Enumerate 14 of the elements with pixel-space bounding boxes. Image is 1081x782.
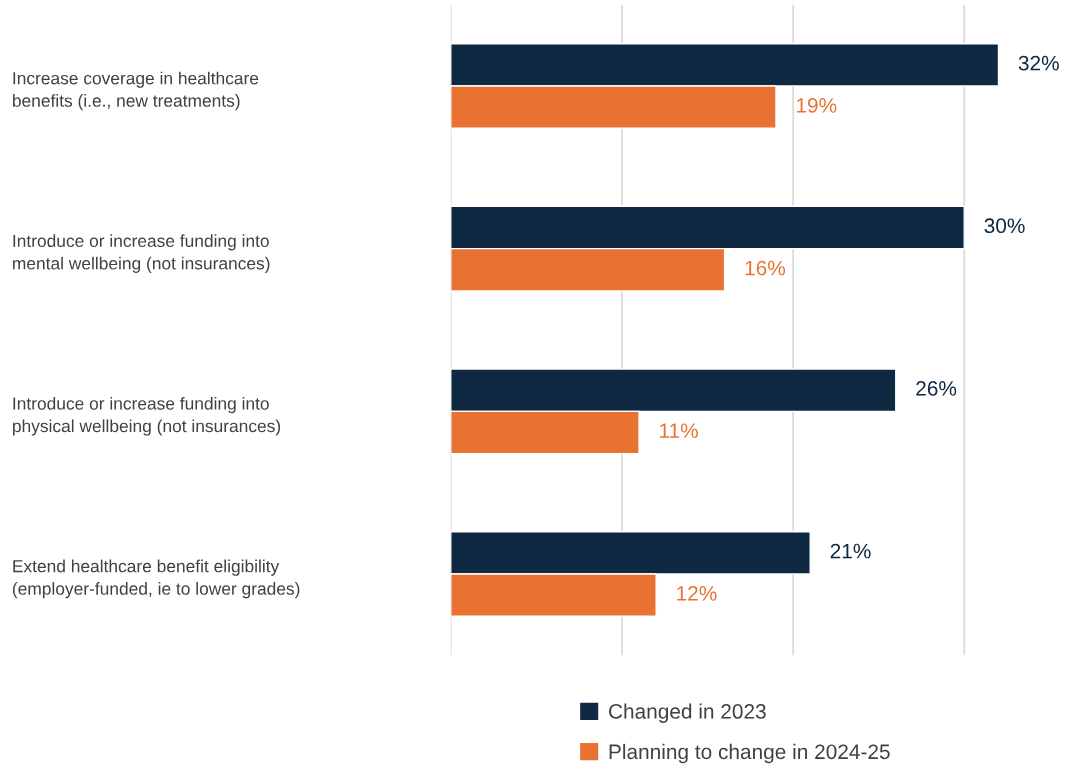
- y-tick-label: Introduce or increase funding into mental wellbeing (not insurances): [13, 234, 270, 273]
- data-label: 19%: [797, 98, 837, 113]
- y-tick-label: Extend healthcare benefit eligibility (employer-funded, ie to lower grades): [12, 559, 300, 599]
- data-label: 30%: [984, 218, 1025, 234]
- y-tick-label: Introduce or increase funding into physical wellbeing (not insurances): [13, 396, 281, 436]
- data-label: 16%: [745, 260, 786, 276]
- legend-label: Planning to change in 2024-25: [609, 743, 890, 764]
- legend-label: Changed in 2023: [609, 703, 766, 723]
- data-label: 32%: [1018, 55, 1059, 71]
- data-label: 12%: [677, 585, 717, 601]
- y-tick-label: Increase coverage in healthcare benefits (i.e., new treatments): [13, 71, 259, 111]
- data-label: 21%: [830, 543, 871, 559]
- data-label: 26%: [916, 381, 957, 396]
- data-label: 11%: [660, 423, 698, 438]
